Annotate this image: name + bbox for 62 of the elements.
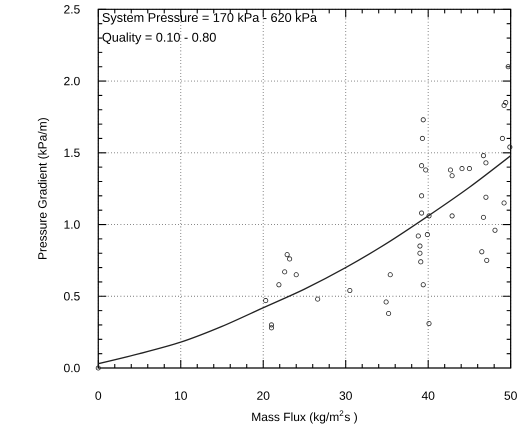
point (466, 166, 472, 172)
point (450, 173, 455, 178)
point (480, 153, 486, 158)
point (282, 269, 288, 274)
point (492, 228, 498, 233)
point (506, 64, 511, 70)
point (276, 282, 282, 288)
point (420, 136, 425, 141)
point (284, 252, 290, 258)
point (500, 136, 505, 141)
point (287, 256, 292, 262)
point (416, 233, 421, 239)
point (507, 144, 512, 150)
point (315, 296, 320, 302)
point (420, 282, 426, 288)
y-tick-label: 1.5 (64, 148, 80, 157)
point (419, 210, 424, 216)
x-tick-label: 10 (174, 391, 187, 400)
x-tick-label: 0 (95, 391, 102, 400)
point (483, 160, 488, 166)
point (96, 365, 101, 371)
point (419, 193, 424, 198)
point (417, 244, 422, 249)
point (450, 213, 455, 218)
point (268, 325, 274, 330)
annotation: Quality = 0.10 - 0.80 (102, 32, 216, 44)
point (384, 299, 389, 305)
y-axis-title: Pressure Gradient (kPa/m) (38, 118, 50, 260)
y-tick-label: 1.0 (64, 220, 80, 229)
point (386, 310, 392, 316)
point (423, 167, 428, 173)
point (347, 288, 352, 294)
point (426, 213, 432, 218)
x-tick-label: 50 (504, 391, 517, 400)
point (484, 258, 490, 263)
point (294, 272, 299, 278)
y-tick-label: 2.5 (64, 5, 80, 14)
x-tick-label: 40 (422, 391, 434, 400)
point (420, 117, 426, 122)
point (448, 167, 453, 173)
point (263, 298, 268, 304)
point (418, 259, 424, 264)
y-tick-label: 0.5 (64, 292, 80, 301)
point (483, 194, 488, 200)
y-tick-label: 0.0 (64, 364, 80, 372)
x-axis-title: Mass Flux (kg/m$^{2}$s ) (252, 410, 357, 424)
annotation: System Pressure = 170 kPa - 620 kPa (102, 12, 317, 25)
point (479, 249, 484, 254)
point (459, 166, 465, 172)
point (419, 163, 424, 168)
point (426, 320, 432, 326)
point (417, 250, 422, 256)
point (502, 102, 507, 108)
point (480, 214, 486, 220)
point (424, 232, 430, 238)
point (503, 100, 508, 106)
point (502, 200, 507, 206)
y-tick-label: 2.0 (64, 76, 80, 86)
point (268, 322, 274, 328)
point (388, 272, 393, 278)
x-tick-label: 20 (257, 391, 270, 400)
x-tick-label: 30 (339, 391, 352, 400)
